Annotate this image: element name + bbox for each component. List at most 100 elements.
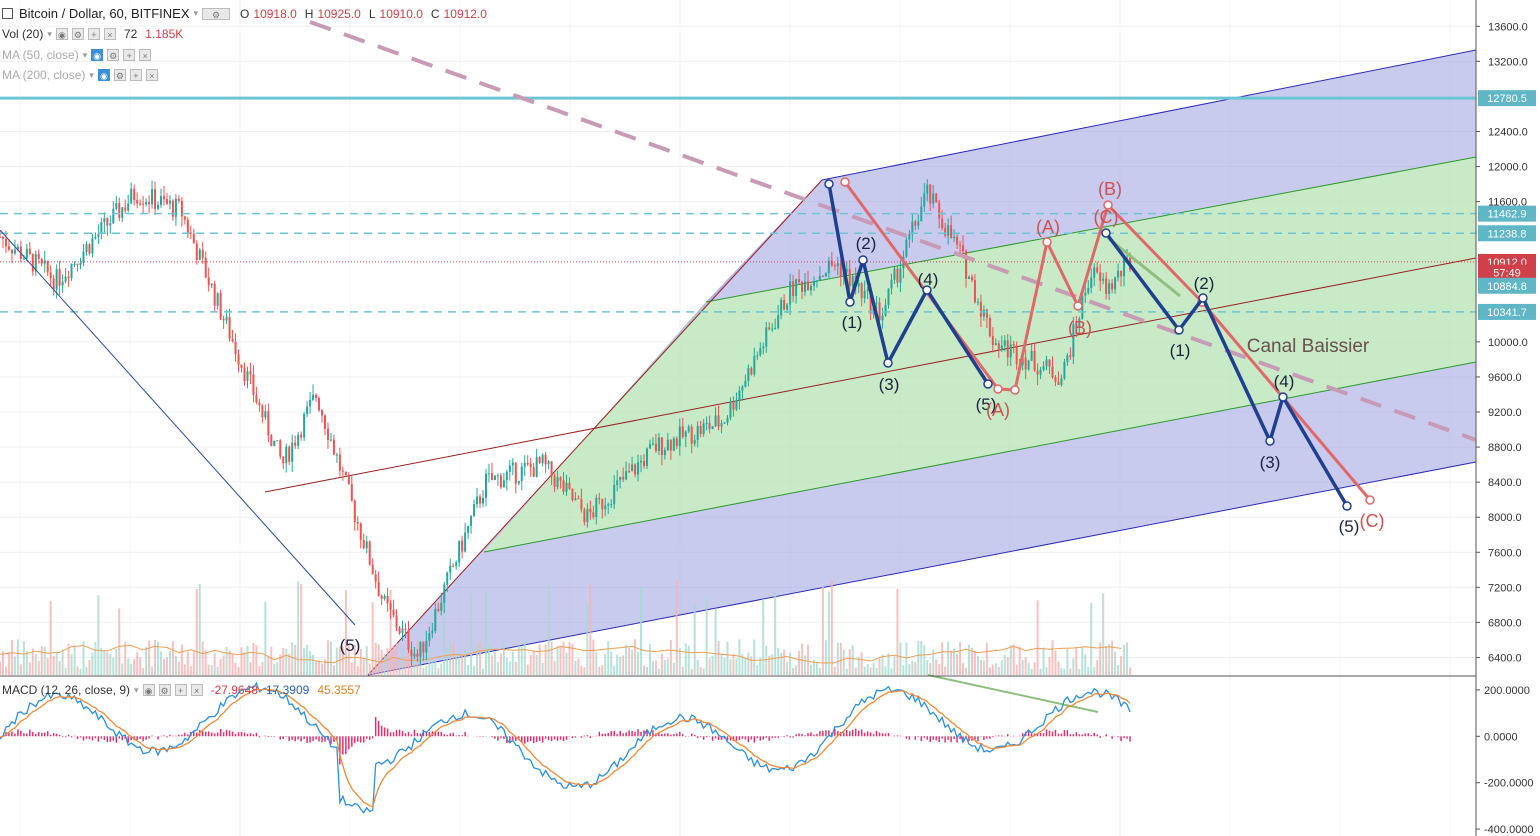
volume-bar [31,648,34,675]
candle-body [58,269,61,286]
eye-icon[interactable]: ◉ [91,49,104,61]
candle-body [651,443,654,445]
plus-icon[interactable]: + [129,69,142,81]
chevron-down-icon[interactable]: ▾ [193,8,199,18]
volume-bar [902,665,905,675]
volume-bar [1108,644,1111,675]
chevron-down-icon[interactable]: ▾ [89,69,94,80]
close-icon[interactable]: × [190,684,203,696]
volume-bar [631,649,634,675]
volume-bar [842,649,845,675]
candle-body [750,368,753,375]
volume-bar [455,653,458,675]
plus-icon[interactable]: + [87,28,100,40]
chart-collapse-icon[interactable] [2,8,13,19]
ma200-label[interactable]: MA (200, close) [2,68,86,82]
chevron-down-icon[interactable]: ▾ [82,49,88,60]
candle-body [240,364,243,368]
volume-bar [648,644,651,675]
gear-icon[interactable]: ⚙ [158,684,171,696]
candle-body [965,251,968,279]
volume-bar [318,660,321,675]
chevron-down-icon[interactable]: ▾ [134,684,139,695]
candle-body [112,208,115,224]
volume-bar [326,640,329,675]
blue-wave-label: (2) [856,234,877,253]
ma50-label[interactable]: MA (50, close) [2,48,79,62]
volume-bar [13,656,16,675]
close-icon[interactable]: × [145,69,158,81]
candle-body [860,283,863,299]
candle-body [824,272,827,277]
gear-icon[interactable]: ⚙ [71,28,84,40]
candle-body [529,463,532,468]
volume-bar [103,649,106,675]
symbol-title[interactable]: Bitcoin / Dollar, 60, BITFINEX [19,6,190,21]
candle-body [312,394,315,400]
volume-bar [696,659,699,675]
volume-bar [1099,642,1102,675]
volume-bar [64,667,67,675]
volume-bar [473,665,476,675]
volume-bar [559,645,562,675]
candle-body [228,316,231,339]
volume-bar [482,668,485,675]
plus-icon[interactable]: + [123,49,136,61]
candle-body [160,196,163,205]
blue-wave-line-node [883,358,893,368]
candle-body [22,258,25,260]
candle-body [94,236,97,239]
volume-bar [550,641,553,675]
volume-bar [580,665,583,675]
volume-bar [374,642,377,675]
candle-body [398,627,401,634]
red-wave-line-node [1042,237,1052,247]
close-icon[interactable]: × [139,49,152,61]
candle-body [1120,270,1123,277]
eye-icon[interactable]: ◉ [142,684,155,696]
candle-body [1090,277,1093,288]
candle-body [273,440,276,447]
eye-icon[interactable]: ◉ [55,28,68,40]
red-wave-label-b: (B) [1068,318,1092,338]
volume-bar [100,647,103,675]
vol-label[interactable]: Vol (20) [2,27,44,41]
volume-bar [437,668,440,675]
volume-bar [279,654,282,675]
candle-body [383,595,386,599]
open-label: O [240,6,250,21]
candle-body [189,232,192,234]
volume-bar [511,651,514,675]
macd-label[interactable]: MACD (12, 26, close, 9) [2,683,131,697]
price-tag-label: 11462.9 [1488,209,1527,221]
gear-icon[interactable]: ⚙ [107,49,120,61]
settings-icon[interactable]: ⚙ [202,7,231,20]
volume-bar [207,664,210,675]
candle-body [374,574,377,582]
volume-bar [962,663,965,675]
candle-body [988,317,991,337]
volume-bar [508,661,511,675]
plus-icon[interactable]: + [174,684,187,696]
candle-body [771,328,774,330]
red-wave-label-a: (A) [986,400,1010,420]
volume-bar [1123,644,1126,675]
volume-bar [571,644,574,675]
candle-body [470,516,473,526]
candle-body [932,193,935,204]
close-icon[interactable]: × [103,28,116,40]
candle-body [82,251,85,263]
candle-body [1009,344,1012,358]
candle-body [499,475,502,488]
volume-bar [303,647,306,675]
candle-body [804,281,807,292]
eye-icon[interactable]: ◉ [97,69,110,81]
gear-icon[interactable]: ⚙ [113,69,126,81]
candle-body [389,603,392,610]
candle-body [145,201,148,205]
price-axis[interactable]: 13600.0 13200.0 12400.0 12000.0 11600.0 10000… [1475,0,1540,836]
chevron-down-icon[interactable]: ▾ [47,28,52,39]
candle-body [544,454,547,465]
volume-bar [1063,668,1066,675]
